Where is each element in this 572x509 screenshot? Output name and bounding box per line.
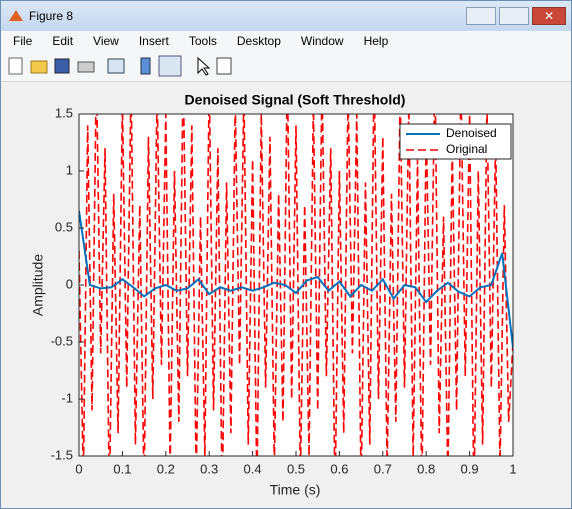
data-line: [79, 114, 513, 456]
new-icon[interactable]: [8, 57, 23, 75]
y-tick-label: 0: [66, 276, 73, 291]
property-icon[interactable]: [216, 57, 232, 75]
x-tick-label: 0.7: [374, 461, 392, 476]
x-tick-label: 0.2: [157, 461, 175, 476]
maximize-button[interactable]: [499, 7, 529, 25]
x-tick-label: 1: [509, 461, 516, 476]
x-tick-label: 0.4: [244, 461, 262, 476]
y-tick-label: 0.5: [55, 219, 73, 234]
print-icon[interactable]: [77, 61, 95, 73]
series-group: [79, 114, 513, 456]
menu-item[interactable]: File: [13, 34, 33, 48]
legend-icon[interactable]: [158, 55, 182, 77]
x-tick-label: 0.9: [461, 461, 479, 476]
y-tick-label: 1: [66, 162, 73, 177]
title-bar: Figure 8 ✕: [1, 1, 571, 31]
window-title: Figure 8: [29, 9, 74, 23]
y-tick-label: 1.5: [55, 105, 73, 120]
open-icon[interactable]: [30, 60, 48, 74]
x-tick-label: 0: [75, 461, 82, 476]
legend-label: Original: [446, 142, 487, 156]
x-tick-label: 0.8: [417, 461, 435, 476]
minimize-button[interactable]: [466, 7, 496, 25]
menu-item[interactable]: Desktop: [236, 34, 281, 48]
toolbar: [1, 51, 571, 82]
menu-item[interactable]: Insert: [138, 34, 169, 48]
legend-label: Denoised: [446, 126, 497, 140]
menu-bar: File Edit View Insert Tools Desktop Window Help: [1, 31, 571, 51]
data-line: [79, 210, 513, 348]
colorbar-icon[interactable]: [140, 57, 151, 75]
y-tick-label: -1: [61, 390, 73, 405]
x-tick-label: 0.5: [287, 461, 305, 476]
x-tick-label: 0.6: [330, 461, 348, 476]
close-button[interactable]: ✕: [532, 7, 566, 25]
toolbar-icons: [8, 55, 232, 77]
y-tick-label: -1.5: [51, 447, 73, 462]
chart-title: Denoised Signal (Soft Threshold): [185, 92, 406, 108]
pointer-icon[interactable]: [197, 56, 211, 76]
link-icon[interactable]: [107, 58, 125, 74]
menu-item[interactable]: Edit: [52, 34, 74, 48]
menu-item[interactable]: Window: [300, 34, 344, 48]
app-icon: [9, 10, 23, 21]
menu-item[interactable]: Tools: [188, 34, 217, 48]
x-axis-label: Time (s): [270, 482, 321, 498]
legend-box: [399, 123, 512, 160]
menu-item[interactable]: View: [93, 34, 119, 48]
x-tick-label: 0.3: [200, 461, 218, 476]
save-icon[interactable]: [54, 58, 70, 74]
x-tick-label: 0.1: [113, 461, 131, 476]
y-axis-label: Amplitude: [30, 254, 46, 316]
menu-item[interactable]: Help: [363, 34, 389, 48]
y-tick-label: -0.5: [51, 333, 73, 348]
